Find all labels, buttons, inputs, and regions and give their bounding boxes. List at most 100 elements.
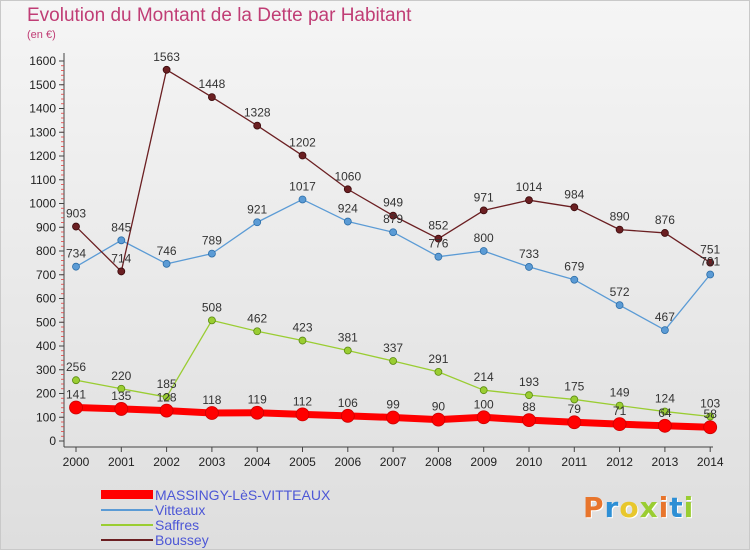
series-1-data-label: 789 bbox=[202, 234, 222, 248]
series-3-point bbox=[207, 93, 216, 101]
series-2-point bbox=[207, 316, 216, 325]
chart-subtitle: (en €) bbox=[27, 29, 56, 41]
series-3-point bbox=[343, 185, 352, 194]
y-tick-label: 100 bbox=[36, 410, 56, 424]
series-2-data-label: 193 bbox=[519, 375, 539, 389]
series-2-data-label: 291 bbox=[428, 352, 448, 366]
series-0-point bbox=[295, 407, 310, 422]
series-0-data-label: 141 bbox=[66, 388, 86, 402]
series-3-data-label: 1448 bbox=[199, 77, 226, 91]
series-1-point bbox=[661, 326, 669, 334]
series-1-point bbox=[570, 275, 579, 284]
y-tick-label: 0 bbox=[49, 434, 56, 448]
series-2-data-label: 185 bbox=[157, 377, 177, 391]
series-2-point bbox=[434, 367, 443, 376]
y-tick-label: 1300 bbox=[29, 125, 56, 139]
series-2-point bbox=[479, 386, 488, 395]
series-0-data-label: 58 bbox=[704, 407, 718, 421]
series-3-data-label: 984 bbox=[564, 187, 584, 201]
y-tick-label: 1500 bbox=[29, 78, 56, 92]
series-1-data-label: 845 bbox=[111, 220, 131, 234]
series-1-data-label: 733 bbox=[519, 247, 539, 261]
series-0-point bbox=[159, 403, 174, 418]
x-tick-label: 2002 bbox=[153, 455, 180, 469]
series-2-data-label: 462 bbox=[247, 311, 267, 325]
series-2-point bbox=[253, 327, 262, 336]
y-tick-label: 700 bbox=[36, 268, 56, 282]
x-tick-label: 2014 bbox=[697, 455, 724, 469]
y-tick-label: 900 bbox=[36, 220, 56, 234]
series-2-data-label: 214 bbox=[474, 370, 494, 384]
series-3-data-label: 903 bbox=[66, 207, 86, 221]
series-0-point bbox=[658, 418, 672, 433]
series-1-data-label: 800 bbox=[474, 231, 494, 245]
series-1-point bbox=[253, 218, 262, 227]
series-2-data-label: 124 bbox=[655, 392, 675, 406]
series-3-point bbox=[162, 65, 171, 74]
x-tick-label: 2008 bbox=[425, 455, 452, 469]
series-1-data-label: 921 bbox=[247, 202, 267, 216]
series-2-data-label: 220 bbox=[111, 369, 131, 383]
series-0-point bbox=[567, 415, 582, 430]
x-tick-label: 2000 bbox=[63, 455, 90, 469]
series-3-point bbox=[706, 258, 715, 267]
series-1-data-label: 734 bbox=[66, 247, 86, 261]
series-3-point bbox=[479, 206, 488, 215]
series-1-point bbox=[479, 247, 488, 255]
y-tick-label: 500 bbox=[36, 315, 56, 329]
series-0-point bbox=[431, 412, 446, 427]
series-0-point bbox=[114, 402, 129, 416]
series-2-data-label: 381 bbox=[338, 331, 358, 345]
series-3-point bbox=[117, 267, 126, 276]
x-tick-label: 2006 bbox=[334, 455, 361, 469]
y-tick-label: 200 bbox=[36, 387, 56, 401]
legend-label: Boussey bbox=[155, 531, 209, 548]
x-tick-label: 2010 bbox=[516, 455, 543, 469]
series-3-point bbox=[434, 234, 443, 243]
series-3-data-label: 714 bbox=[111, 251, 131, 265]
y-tick-label: 800 bbox=[36, 244, 56, 258]
legend-swatch bbox=[101, 508, 153, 511]
series-1-point bbox=[434, 252, 443, 261]
y-tick-label: 1600 bbox=[29, 54, 56, 68]
series-3-data-label: 751 bbox=[700, 243, 720, 257]
series-1-data-label: 746 bbox=[157, 244, 177, 258]
series-1-point bbox=[162, 259, 171, 268]
series-2-point bbox=[117, 384, 126, 393]
series-1-point bbox=[389, 228, 398, 237]
series-0-data-label: 79 bbox=[568, 402, 582, 416]
series-0-point bbox=[204, 406, 219, 420]
y-tick-label: 1400 bbox=[29, 102, 56, 116]
x-tick-label: 2004 bbox=[244, 455, 271, 469]
series-3-point bbox=[615, 225, 624, 234]
logo-letter: i bbox=[683, 491, 695, 524]
series-2-point bbox=[389, 357, 398, 365]
series-1-data-label: 1017 bbox=[289, 179, 316, 193]
series-2-point bbox=[615, 401, 624, 410]
series-2-point bbox=[72, 376, 80, 385]
legend-item: Vitteaux bbox=[101, 501, 330, 518]
series-2-point bbox=[162, 393, 171, 401]
x-tick-label: 2001 bbox=[108, 455, 135, 469]
series-1-data-label: 701 bbox=[700, 255, 720, 269]
series-3-data-label: 1563 bbox=[153, 50, 180, 64]
series-3-data-label: 852 bbox=[428, 219, 448, 233]
legend-item: Saffres bbox=[101, 517, 330, 533]
series-3-point bbox=[661, 229, 669, 237]
series-0-data-label: 118 bbox=[202, 393, 221, 407]
series-1-point bbox=[72, 262, 80, 271]
legend-label: Vitteaux bbox=[155, 501, 206, 518]
series-0-data-label: 100 bbox=[474, 397, 494, 411]
series-0-data-label: 99 bbox=[386, 397, 400, 411]
logo-letter: r bbox=[604, 491, 620, 524]
series-0-point bbox=[612, 417, 627, 432]
series-0-data-label: 71 bbox=[613, 404, 627, 418]
legend-label: MASSINGY-LèS-VITTEAUX bbox=[155, 486, 331, 503]
chart-legend: MASSINGY-LèS-VITTEAUX Vitteaux Saffres Bous… bbox=[101, 486, 331, 548]
series-2-data-label: 256 bbox=[66, 360, 86, 374]
series-0-point bbox=[386, 410, 401, 425]
logo-letter: P bbox=[583, 491, 605, 524]
series-3-data-label: 1328 bbox=[244, 106, 271, 120]
